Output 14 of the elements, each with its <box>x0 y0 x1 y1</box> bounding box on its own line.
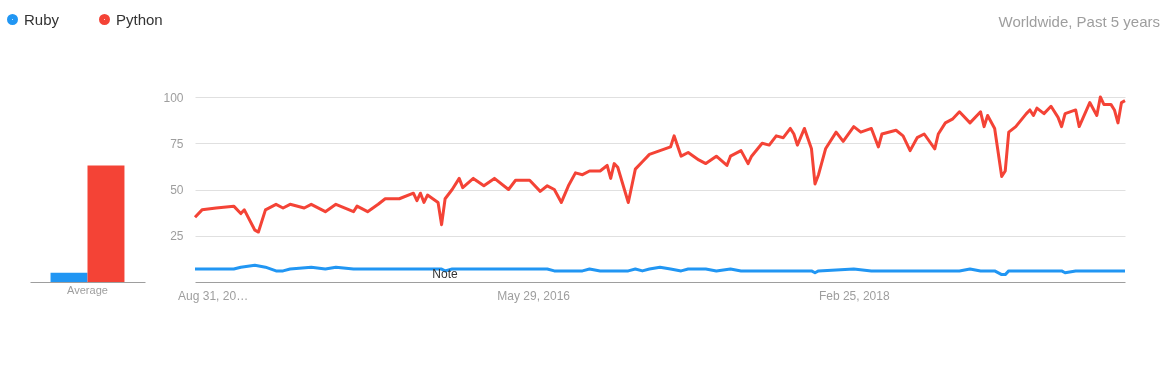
legend-label: Python <box>116 10 163 28</box>
line-series <box>193 95 1127 234</box>
y-tick-label: 100 <box>163 90 184 105</box>
x-tick-label: May 29, 2016 <box>497 288 571 303</box>
y-tick-label: 50 <box>170 183 184 197</box>
line-series <box>193 263 1127 277</box>
y-tick-label: 25 <box>170 229 184 244</box>
x-tick-label: Average <box>67 283 108 296</box>
x-tick-label: Aug 31, 20… <box>178 288 249 303</box>
text: Worldwide, Past 5 years <box>998 13 1160 30</box>
y-tick-label: 75 <box>170 136 184 151</box>
x-tick-label: Feb 25, 2018 <box>818 288 890 303</box>
legend-label: Ruby <box>24 10 60 28</box>
annotation: Note <box>432 267 458 281</box>
